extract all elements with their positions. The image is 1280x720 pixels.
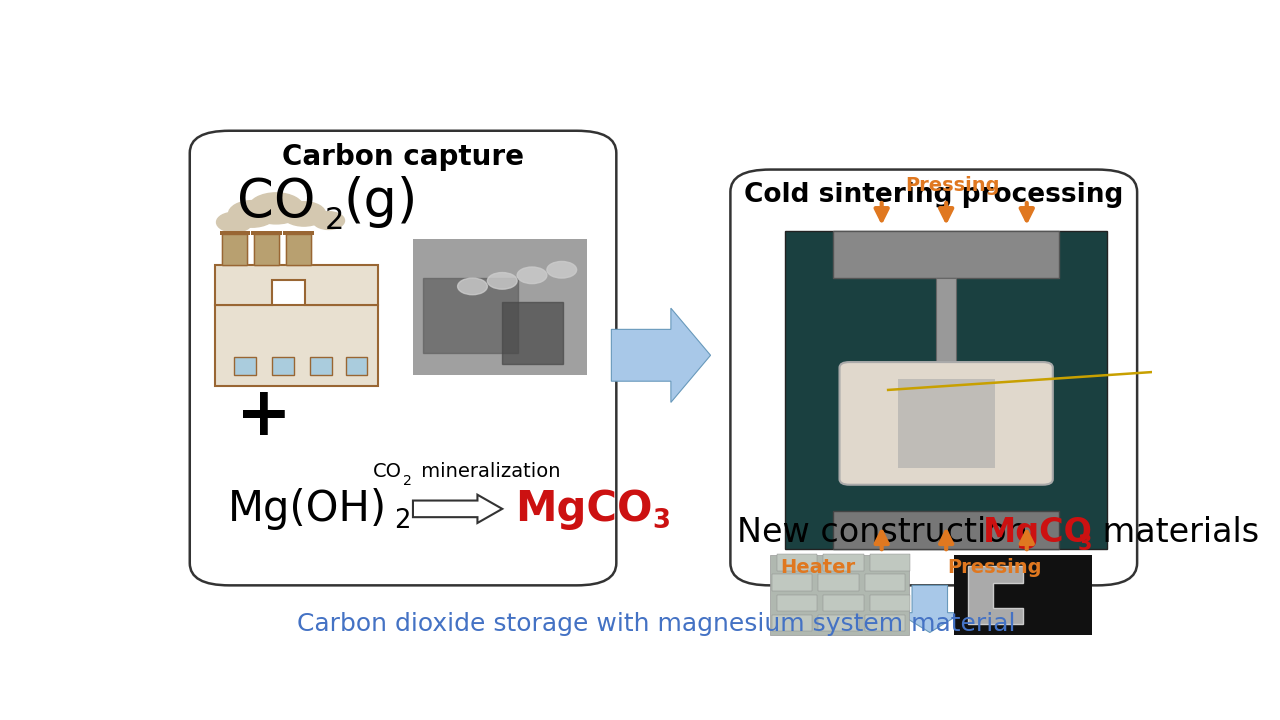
Text: Pressing: Pressing	[947, 557, 1042, 577]
FancyBboxPatch shape	[869, 595, 910, 611]
Circle shape	[488, 273, 517, 289]
FancyBboxPatch shape	[215, 305, 379, 386]
Circle shape	[458, 278, 488, 294]
Text: MgCO: MgCO	[515, 488, 653, 530]
Bar	[223, 234, 247, 265]
Circle shape	[282, 202, 325, 226]
FancyBboxPatch shape	[818, 615, 859, 631]
Text: 3: 3	[1078, 534, 1092, 554]
FancyBboxPatch shape	[772, 575, 813, 591]
Bar	[251, 230, 282, 235]
Bar	[771, 555, 909, 635]
Text: Pressing: Pressing	[905, 176, 1000, 194]
Bar	[255, 234, 279, 265]
Text: mineralization: mineralization	[415, 462, 561, 481]
FancyBboxPatch shape	[818, 575, 859, 591]
FancyBboxPatch shape	[865, 615, 905, 631]
Bar	[785, 230, 1107, 549]
FancyBboxPatch shape	[865, 575, 905, 591]
Circle shape	[248, 193, 303, 224]
Text: Carbon capture: Carbon capture	[282, 143, 524, 171]
Bar	[413, 239, 586, 374]
Text: materials: materials	[1093, 516, 1260, 549]
Polygon shape	[969, 566, 1023, 624]
Bar	[422, 278, 518, 353]
FancyBboxPatch shape	[823, 554, 864, 571]
Circle shape	[228, 201, 276, 228]
Text: Heater: Heater	[780, 557, 855, 577]
Bar	[223, 234, 247, 265]
Bar	[833, 511, 1059, 549]
FancyBboxPatch shape	[234, 357, 256, 374]
FancyBboxPatch shape	[772, 615, 813, 631]
Text: Carbon dioxide storage with magnesium system material: Carbon dioxide storage with magnesium sy…	[297, 613, 1015, 636]
Circle shape	[312, 212, 344, 230]
FancyBboxPatch shape	[869, 554, 910, 571]
FancyBboxPatch shape	[777, 595, 818, 611]
FancyBboxPatch shape	[840, 362, 1052, 485]
Bar	[220, 230, 251, 235]
FancyBboxPatch shape	[310, 357, 332, 374]
Circle shape	[517, 267, 547, 284]
Text: New construction: New construction	[737, 516, 1039, 549]
Text: Mg(OH): Mg(OH)	[228, 488, 387, 530]
Bar	[897, 379, 995, 468]
Text: CO: CO	[374, 462, 402, 481]
FancyBboxPatch shape	[731, 169, 1137, 585]
Text: (g): (g)	[343, 176, 417, 228]
Bar	[937, 279, 956, 364]
Bar	[502, 302, 563, 364]
Text: 2: 2	[403, 474, 412, 487]
Text: MgCO: MgCO	[983, 516, 1093, 549]
Polygon shape	[215, 265, 379, 305]
Polygon shape	[897, 585, 963, 632]
Polygon shape	[413, 495, 502, 523]
FancyBboxPatch shape	[777, 554, 818, 571]
Bar	[954, 555, 1093, 635]
Text: 2: 2	[325, 206, 344, 235]
Bar	[283, 230, 314, 235]
Text: CO: CO	[237, 176, 316, 228]
Bar	[285, 234, 311, 265]
FancyBboxPatch shape	[346, 357, 367, 374]
Bar	[285, 234, 311, 265]
Bar	[833, 230, 1059, 279]
Circle shape	[216, 212, 252, 233]
FancyBboxPatch shape	[823, 595, 864, 611]
FancyBboxPatch shape	[189, 131, 617, 585]
Bar	[255, 234, 279, 265]
Text: 3: 3	[652, 508, 669, 534]
FancyBboxPatch shape	[273, 357, 294, 374]
Text: Cold sintering processing: Cold sintering processing	[744, 181, 1124, 207]
Circle shape	[547, 261, 576, 278]
Text: +: +	[237, 383, 292, 449]
Polygon shape	[612, 308, 710, 402]
Text: 2: 2	[394, 508, 411, 534]
